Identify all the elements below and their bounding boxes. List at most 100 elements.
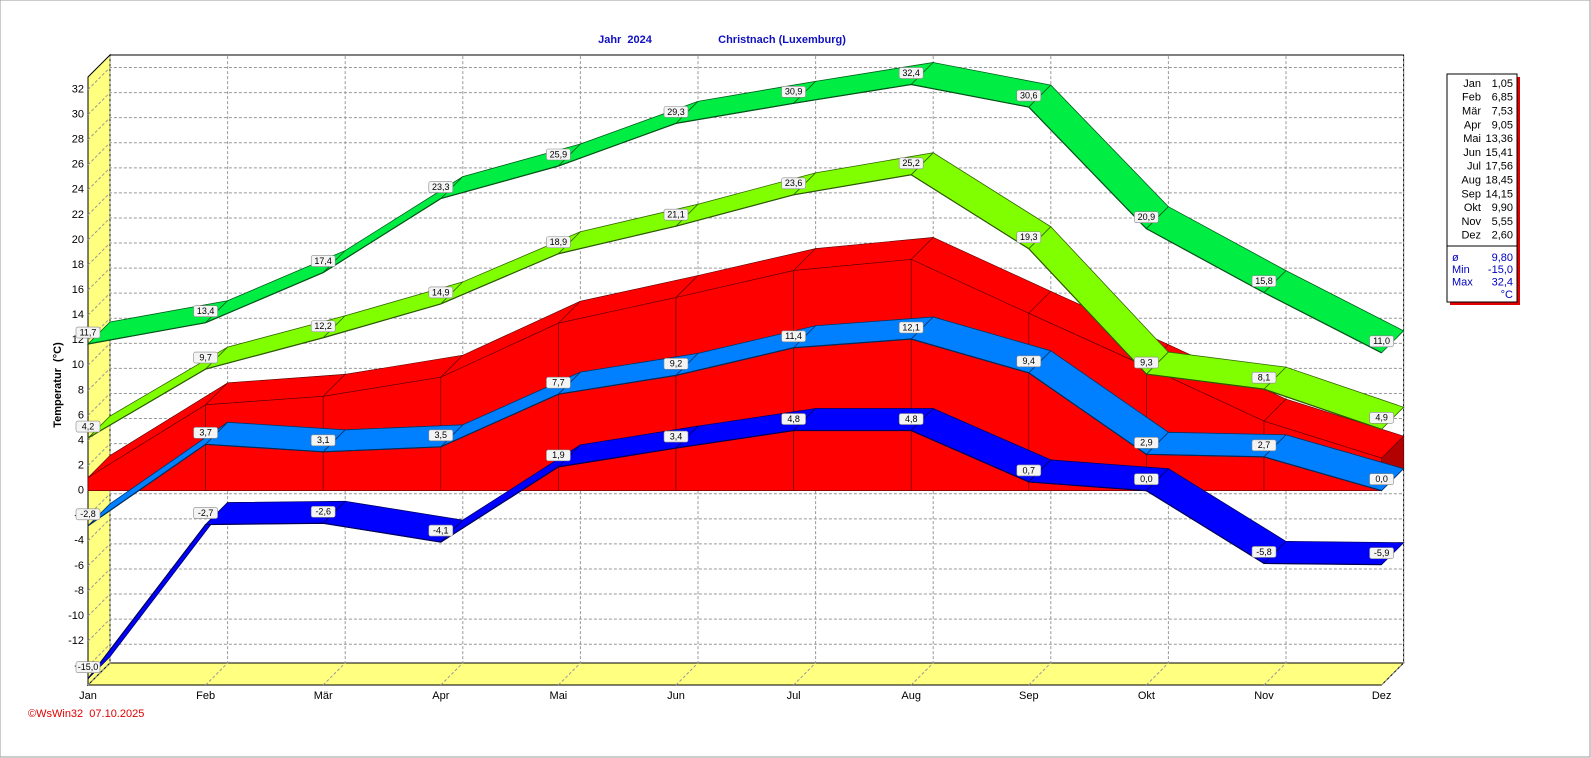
y-tick-label: 14 [72,309,84,321]
summary-month: Jul [1467,161,1481,173]
data-label-box [310,255,336,267]
data-label-box [75,508,101,521]
data-label-text: -5,8 [1256,547,1272,557]
data-label: 25,2 [898,157,924,170]
y-tick-label: 16 [72,284,84,296]
data-label-text: 12,2 [314,321,332,331]
data-label: -2,6 [310,505,336,518]
data-label: -15,0 [75,661,101,674]
data-label: 11,4 [781,330,806,343]
ribbon-edge [87,338,1382,527]
summary-value: 15,41 [1485,147,1513,159]
data-label-text: -2,7 [198,508,214,518]
data-label-text: 2,7 [1258,440,1271,450]
data-label-box [898,413,924,425]
summary-month: Jan [1463,78,1481,90]
data-label: -2,8 [75,508,101,521]
data-label: 30,9 [781,86,806,98]
data-label-text: 29,3 [667,107,685,117]
data-label-box [428,181,454,193]
data-label: 0,0 [1134,473,1159,485]
x-tick-label: Jan [79,690,97,702]
x-tick-label: Aug [901,690,921,702]
data-label-box [75,326,101,339]
data-label-box [1016,355,1042,368]
data-label: 4,9 [1369,411,1394,424]
data-label: 2,7 [1251,439,1277,452]
summary-month: Nov [1461,216,1481,228]
stat-label: Min [1452,264,1470,276]
data-label: 7,7 [546,376,571,389]
summary-value: 9,90 [1492,202,1513,214]
data-label-box [546,148,571,161]
summary-month: Feb [1462,92,1481,104]
y-tick-label: 18 [72,259,84,271]
data-label-box [1134,211,1159,223]
data-label-box [663,358,689,370]
y-tick-label: -4 [74,535,84,547]
y-tick-label: 4 [78,434,84,446]
data-label-box [898,321,924,334]
stat-label: ø [1452,252,1459,264]
data-label-text: 9,3 [1140,357,1153,367]
data-label: 8,1 [1251,371,1277,384]
ribbon-edge [87,83,1382,354]
data-label-text: -15,0 [78,662,99,672]
data-label: 23,6 [781,177,806,190]
data-label-text: 17,4 [314,256,332,266]
data-label: 17,4 [310,255,336,267]
summary-month: Dez [1461,230,1481,242]
grid-line [675,55,699,686]
data-label: 20,9 [1134,211,1159,223]
summary-month: Aug [1461,175,1481,187]
data-label-box [428,286,454,299]
data-label-box [1251,546,1277,558]
data-label-box [1134,437,1159,449]
data-label: 14,9 [428,286,454,299]
data-label: 21,1 [663,208,689,221]
summary-month: Sep [1461,188,1481,200]
y-tick-label: 32 [72,83,84,95]
data-label-text: 1,9 [552,450,565,460]
data-label-box [428,429,454,442]
data-label-text: 0,0 [1140,474,1153,484]
x-tick-label: Sep [1019,690,1039,702]
data-label-box [193,507,218,519]
y-tick-label: -12 [68,635,84,647]
data-label-box [193,305,218,318]
y-tick-label: 24 [72,184,84,196]
summary-value: 13,36 [1485,133,1513,145]
x-tick-label: Jun [667,690,685,702]
summary-value: 2,60 [1492,230,1513,242]
data-label: 4,8 [781,413,806,425]
data-label-box [663,430,689,443]
x-tick-label: Feb [196,690,215,702]
x-tick-label: Jul [787,690,801,702]
data-label: 11,0 [1369,335,1394,348]
data-label-box [193,351,218,364]
summary-value: 6,85 [1492,92,1513,104]
data-label-text: 7,7 [552,378,565,388]
data-label-text: 3,5 [435,430,448,440]
data-label: 9,2 [663,358,689,370]
data-label: 9,4 [1016,355,1042,368]
data-label-box [1251,275,1277,287]
data-label: 19,3 [1016,231,1042,244]
data-label: 4,8 [898,413,924,425]
stat-value: -15,0 [1488,264,1513,276]
data-label: -5,9 [1369,547,1394,559]
data-label-box [1016,231,1042,244]
summary-value: 7,53 [1492,106,1513,118]
data-label-box [546,376,571,389]
x-tick-label: Dez [1372,690,1392,702]
data-label-text: 30,6 [1020,90,1038,100]
data-label-text: 4,8 [905,414,918,424]
data-label: 1,9 [546,449,571,462]
data-label-box [781,330,806,343]
area-face [793,259,912,491]
y-tick-label: 2 [78,460,84,472]
ribbon-edge [87,174,1382,439]
grid-line [1381,55,1405,686]
data-label-text: 8,1 [1258,373,1271,383]
data-label-text: 0,0 [1375,474,1388,484]
